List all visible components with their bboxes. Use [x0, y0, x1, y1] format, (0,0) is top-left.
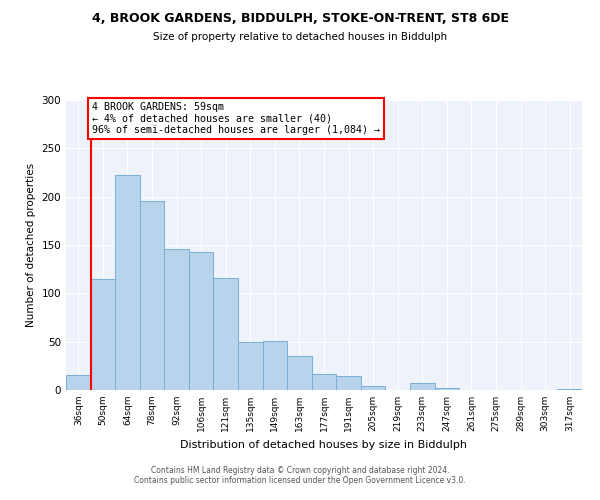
Bar: [557, 389, 582, 390]
X-axis label: Distribution of detached houses by size in Biddulph: Distribution of detached houses by size …: [181, 440, 467, 450]
Bar: [336, 376, 361, 390]
Bar: [238, 342, 263, 390]
Bar: [91, 279, 115, 390]
Bar: [189, 252, 214, 390]
Bar: [361, 386, 385, 390]
Text: Contains HM Land Registry data © Crown copyright and database right 2024.
Contai: Contains HM Land Registry data © Crown c…: [134, 466, 466, 485]
Bar: [214, 278, 238, 390]
Bar: [66, 374, 91, 390]
Bar: [287, 356, 312, 390]
Bar: [164, 249, 189, 390]
Bar: [410, 383, 434, 390]
Text: 4, BROOK GARDENS, BIDDULPH, STOKE-ON-TRENT, ST8 6DE: 4, BROOK GARDENS, BIDDULPH, STOKE-ON-TRE…: [91, 12, 509, 26]
Y-axis label: Number of detached properties: Number of detached properties: [26, 163, 36, 327]
Bar: [263, 340, 287, 390]
Text: 4 BROOK GARDENS: 59sqm
← 4% of detached houses are smaller (40)
96% of semi-deta: 4 BROOK GARDENS: 59sqm ← 4% of detached …: [92, 102, 380, 135]
Bar: [434, 388, 459, 390]
Bar: [312, 374, 336, 390]
Text: Size of property relative to detached houses in Biddulph: Size of property relative to detached ho…: [153, 32, 447, 42]
Bar: [140, 200, 164, 390]
Bar: [115, 176, 140, 390]
